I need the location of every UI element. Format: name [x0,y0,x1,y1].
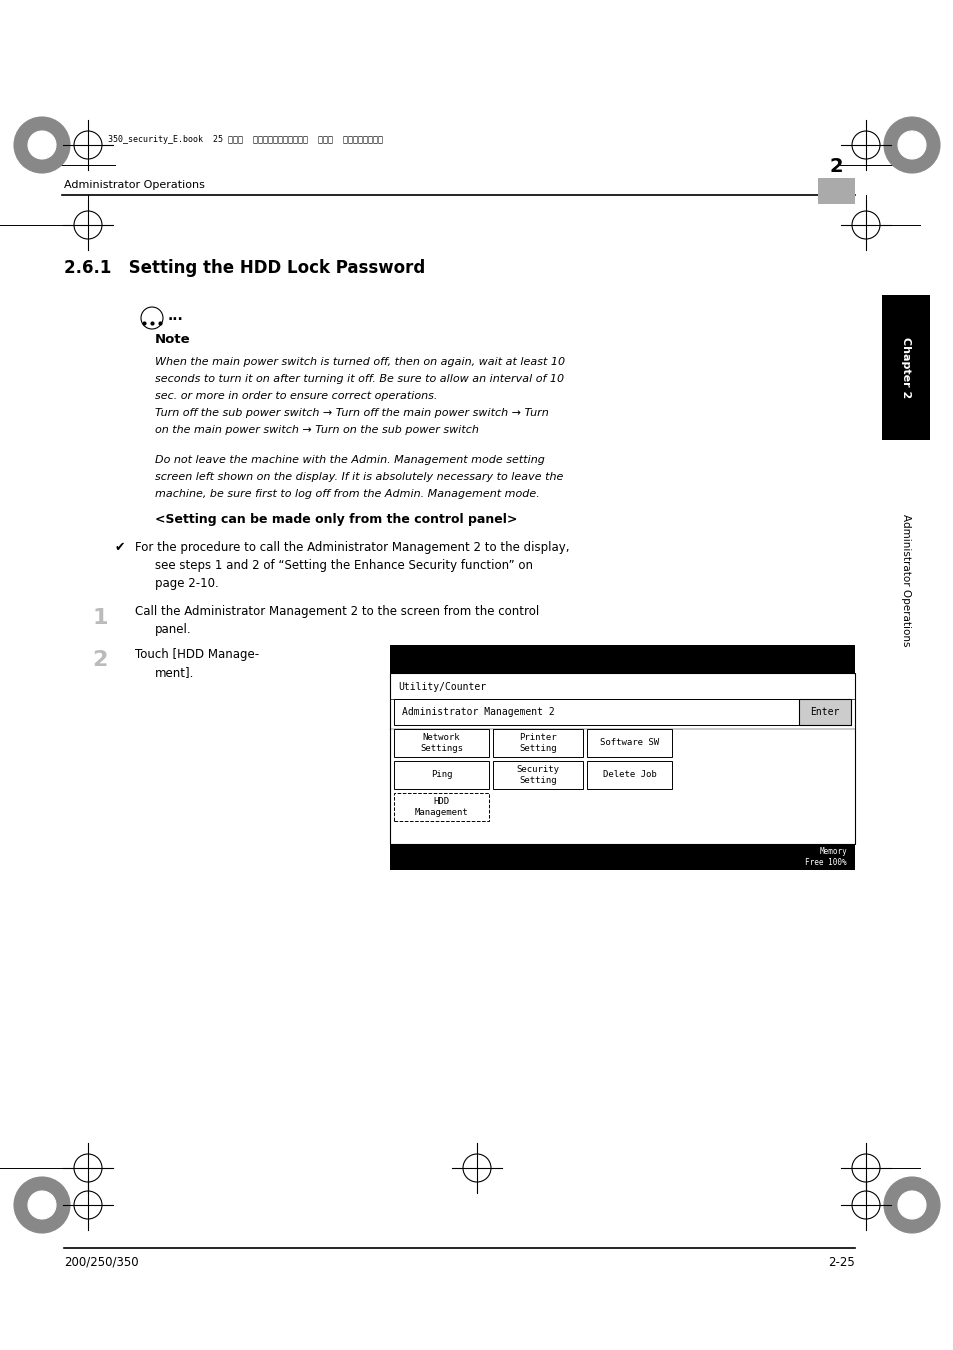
Text: Call the Administrator Management 2 to the screen from the control: Call the Administrator Management 2 to t… [135,606,538,618]
Text: Administrator Management 2: Administrator Management 2 [401,707,554,717]
Text: 2: 2 [92,649,108,670]
Text: HDD
Management: HDD Management [415,796,468,817]
Text: Administrator Operations: Administrator Operations [900,514,910,647]
Text: Chapter 2: Chapter 2 [900,338,910,398]
Text: Printer
Setting: Printer Setting [518,733,557,753]
Text: Security
Setting: Security Setting [516,765,558,786]
Text: Utility/Counter: Utility/Counter [397,682,486,693]
Text: page 2-10.: page 2-10. [154,578,218,590]
Bar [586,761,671,788]
Text: Touch [HDD Manage-: Touch [HDD Manage- [135,648,259,662]
Bar [390,674,854,844]
Text: ✔: ✔ [115,541,126,555]
Text: 2: 2 [828,157,841,176]
Bar [586,729,671,757]
Circle shape [897,131,925,159]
Text: For the procedure to call the Administrator Management 2 to the display,: For the procedure to call the Administra… [135,541,569,555]
Text: screen left shown on the display. If it is absolutely necessary to leave the: screen left shown on the display. If it … [154,472,563,482]
Circle shape [14,117,70,173]
Circle shape [897,1191,925,1219]
Text: <Setting can be made only from the control panel>: <Setting can be made only from the contr… [154,513,517,526]
Text: When the main power switch is turned off, then on again, wait at least 10: When the main power switch is turned off… [154,356,564,367]
Text: ment].: ment]. [154,667,194,679]
Text: panel.: panel. [154,624,192,636]
Bar [817,178,854,204]
Bar [394,729,489,757]
Circle shape [28,131,56,159]
Text: Memory
Free 100%: Memory Free 100% [804,848,846,867]
Text: seconds to turn it on after turning it off. Be sure to allow an interval of 10: seconds to turn it on after turning it o… [154,374,563,383]
Text: Software SW: Software SW [599,738,659,748]
Bar [390,844,854,869]
Text: 200/250/350: 200/250/350 [64,1256,138,1269]
Bar [390,645,854,674]
Text: Ping: Ping [431,771,452,779]
Text: 2.6.1   Setting the HDD Lock Password: 2.6.1 Setting the HDD Lock Password [64,259,425,277]
Text: Note: Note [154,333,191,347]
Text: 2-25: 2-25 [827,1256,854,1269]
Bar [394,699,850,725]
Bar [394,792,489,821]
Circle shape [883,117,939,173]
Text: Administrator Operations: Administrator Operations [64,180,205,190]
Text: 350_security_E.book  25 ページ  ２００６年１１月２０日  月曜日  午前１０時４１分: 350_security_E.book 25 ページ ２００６年１１月２０日 月… [108,135,382,144]
Bar [882,296,929,440]
Text: Delete Job: Delete Job [602,771,656,779]
Text: 1: 1 [92,608,108,628]
Text: Turn off the sub power switch → Turn off the main power switch → Turn: Turn off the sub power switch → Turn off… [154,408,548,418]
Text: sec. or more in order to ensure correct operations.: sec. or more in order to ensure correct … [154,392,436,401]
Text: see steps 1 and 2 of “Setting the Enhance Security function” on: see steps 1 and 2 of “Setting the Enhanc… [154,559,533,572]
Circle shape [883,1177,939,1233]
Bar [493,729,582,757]
Text: machine, be sure first to log off from the Admin. Management mode.: machine, be sure first to log off from t… [154,489,539,500]
Bar [493,761,582,788]
Text: Enter: Enter [809,707,839,717]
Text: on the main power switch → Turn on the sub power switch: on the main power switch → Turn on the s… [154,425,478,435]
Text: Do not leave the machine with the Admin. Management mode setting: Do not leave the machine with the Admin.… [154,455,544,464]
Circle shape [14,1177,70,1233]
Circle shape [28,1191,56,1219]
Text: ...: ... [168,309,184,323]
Bar [799,699,850,725]
Bar [394,761,489,788]
Text: Network
Settings: Network Settings [419,733,462,753]
